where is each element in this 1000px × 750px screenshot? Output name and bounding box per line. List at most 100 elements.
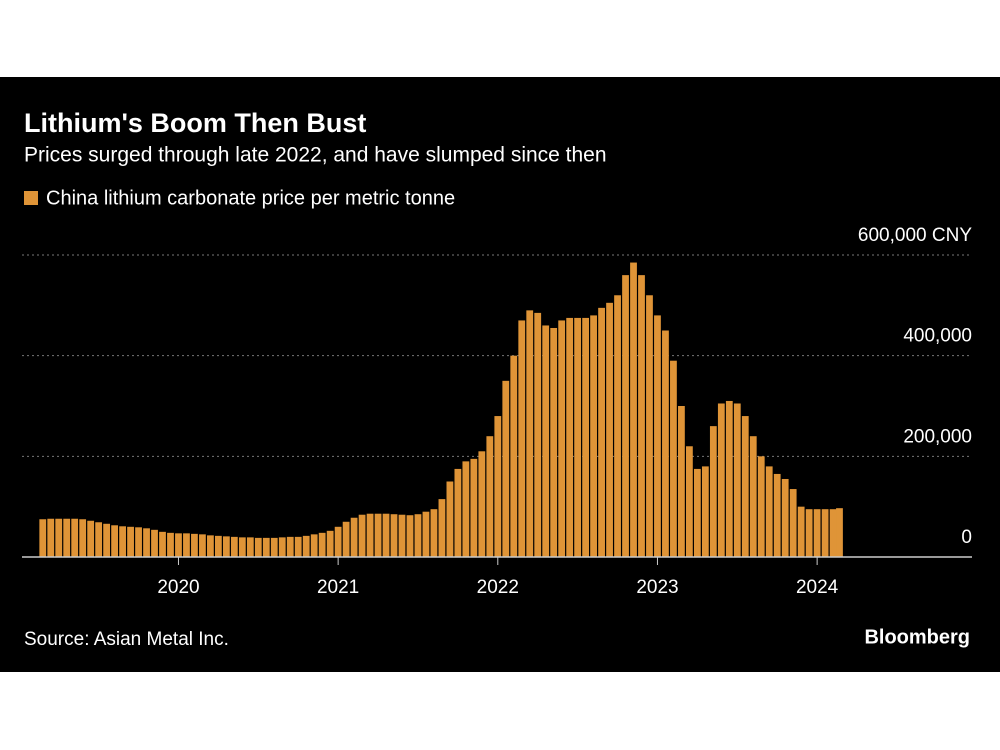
bar <box>805 509 813 557</box>
bar <box>230 536 238 557</box>
bar <box>518 320 526 557</box>
bar <box>63 518 71 557</box>
x-tick-label: 2021 <box>317 577 359 598</box>
bar <box>286 536 294 557</box>
y-tick-label: 200,000 <box>903 426 972 447</box>
bar <box>638 275 645 557</box>
bar <box>550 327 558 557</box>
chart-title: Lithium's Boom Then Bust <box>24 108 366 138</box>
bar <box>773 473 781 557</box>
bar <box>470 458 478 557</box>
bar <box>686 446 693 557</box>
bar <box>622 275 629 557</box>
bar <box>693 468 701 557</box>
bar <box>103 523 111 557</box>
bar <box>191 533 198 557</box>
bar <box>318 532 326 557</box>
bar <box>326 530 334 557</box>
bar <box>366 513 374 557</box>
bar <box>678 406 685 557</box>
bar <box>294 536 302 557</box>
brand: Bloomberg <box>864 626 970 648</box>
bar <box>119 526 126 557</box>
bar <box>238 537 246 557</box>
bar <box>398 514 406 557</box>
bar <box>797 506 805 557</box>
panel <box>0 77 1000 672</box>
bar <box>454 468 462 557</box>
bar <box>87 520 95 557</box>
bar <box>278 537 286 557</box>
bar <box>270 537 278 557</box>
bar <box>821 509 829 557</box>
y-tick-label: 600,000 CNY <box>858 225 972 246</box>
bar <box>159 531 166 557</box>
legend-swatch <box>24 191 38 205</box>
bar <box>574 317 582 557</box>
bar <box>167 532 174 557</box>
bar <box>590 315 597 557</box>
bar <box>214 535 222 557</box>
bar <box>813 509 821 557</box>
bar <box>382 513 390 557</box>
bar <box>646 295 653 557</box>
bar <box>757 456 765 557</box>
bar <box>79 519 87 557</box>
bar <box>701 466 709 557</box>
bar <box>310 534 318 557</box>
bar <box>478 451 486 557</box>
bar <box>71 518 79 557</box>
bar <box>510 355 518 557</box>
bar <box>358 514 366 557</box>
bar <box>95 522 103 557</box>
bar <box>789 489 797 557</box>
bar <box>494 416 502 557</box>
bar <box>254 537 262 557</box>
bar <box>630 262 637 557</box>
bar <box>741 416 749 557</box>
bar <box>438 499 446 557</box>
bar <box>614 295 621 557</box>
bar <box>462 461 470 557</box>
bar <box>207 535 214 557</box>
bar <box>246 537 254 557</box>
bar <box>717 403 725 557</box>
bar <box>143 528 150 557</box>
bar <box>542 325 550 557</box>
bar <box>558 320 566 557</box>
bar <box>390 514 398 557</box>
bar <box>262 537 270 557</box>
bar <box>534 312 542 557</box>
y-tick-label: 400,000 <box>903 326 972 347</box>
bar <box>39 519 47 557</box>
bar <box>526 310 534 557</box>
bar <box>342 521 350 557</box>
bar <box>175 533 182 557</box>
bar <box>374 513 382 557</box>
bar <box>55 518 63 557</box>
bar <box>430 509 438 557</box>
bar <box>111 525 118 557</box>
bar <box>199 534 206 557</box>
bar <box>47 518 55 557</box>
bar <box>749 436 757 557</box>
bar <box>334 526 342 557</box>
bar <box>127 526 134 557</box>
bar <box>598 307 605 557</box>
y-tick-label: 0 <box>961 527 972 548</box>
bar <box>606 302 613 557</box>
bar <box>222 536 230 557</box>
bar <box>414 514 422 557</box>
bar <box>302 535 310 557</box>
bar <box>486 436 494 557</box>
bar <box>422 511 430 557</box>
bar <box>725 400 733 557</box>
bar <box>781 478 789 557</box>
bar <box>350 517 358 557</box>
x-tick-label: 2024 <box>796 577 839 598</box>
bar <box>829 509 837 557</box>
bar <box>836 508 843 557</box>
source: Source: Asian Metal Inc. <box>24 629 229 650</box>
bar <box>709 426 717 557</box>
